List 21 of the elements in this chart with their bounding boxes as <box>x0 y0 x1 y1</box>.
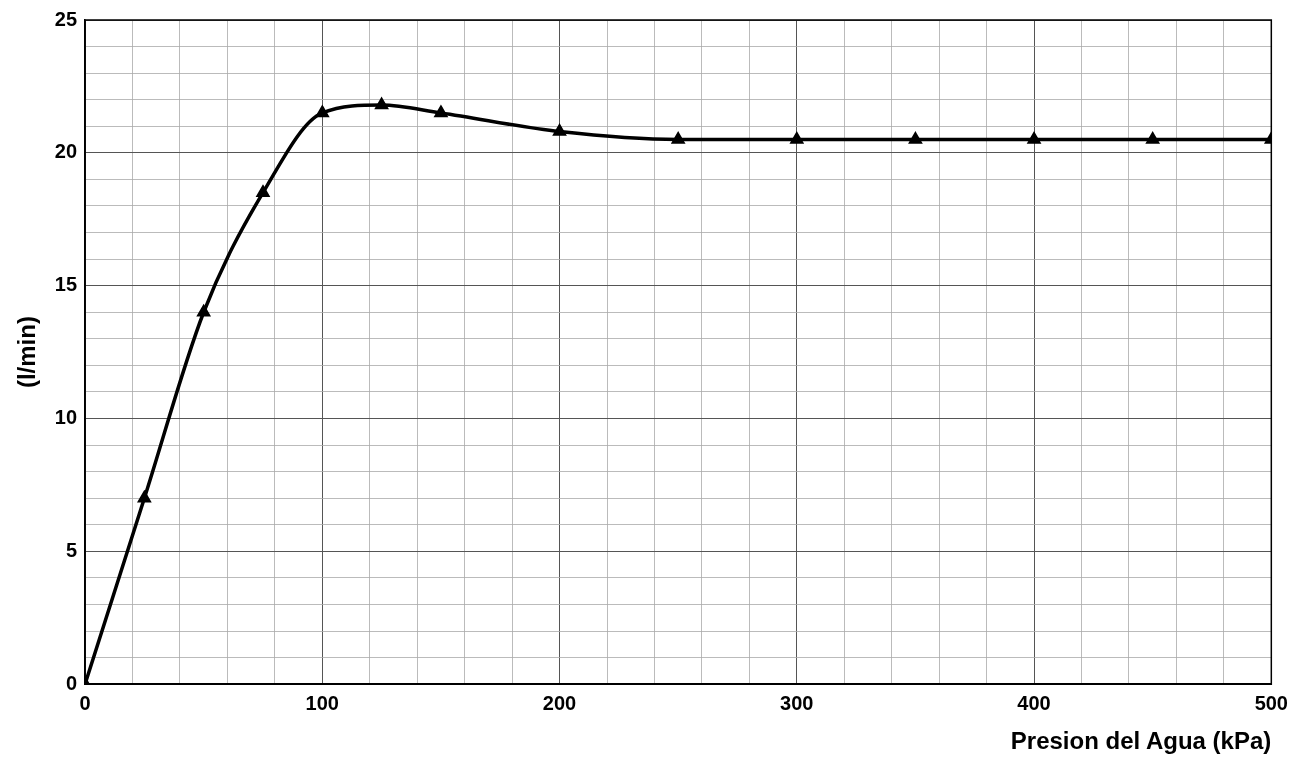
point <box>1027 132 1041 144</box>
x-axis-title: Presion del Agua (kPa) <box>1010 727 1272 755</box>
y-tick-label: 10 <box>54 406 78 429</box>
x-tick-label: 100 <box>305 691 339 714</box>
point <box>672 132 685 144</box>
y-axis-title: (l/min) <box>13 316 41 389</box>
point <box>434 106 448 118</box>
point <box>790 132 803 144</box>
y-tick-label: 0 <box>65 671 78 694</box>
x-tick-label: 300 <box>780 691 814 714</box>
point <box>1146 132 1159 144</box>
y-tick-label: 15 <box>54 273 78 296</box>
point <box>553 124 566 136</box>
x-tick-label: 200 <box>542 691 577 714</box>
point <box>256 185 270 197</box>
y-tick-label: 25 <box>54 7 78 30</box>
x-tick-label: 400 <box>1017 691 1051 714</box>
y-tick-label: 5 <box>65 538 78 561</box>
y-tick-label: 20 <box>54 140 78 163</box>
x-tick-label: 500 <box>1254 691 1288 714</box>
point <box>909 132 922 144</box>
